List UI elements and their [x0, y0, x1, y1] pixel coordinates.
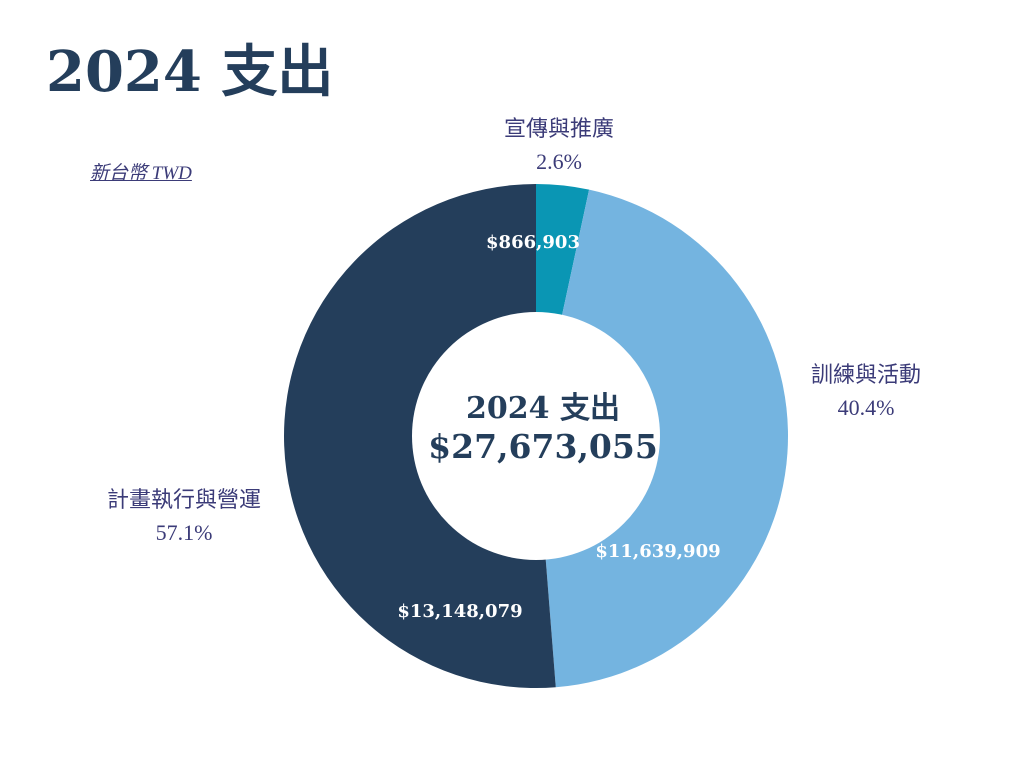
slice-percent-label-3: 57.1% [156, 520, 213, 545]
page-title: 2024 支出 [46, 39, 334, 105]
slice-category-label-1: 宣傳與推廣 [504, 117, 614, 142]
labels-layer: $866,903 宣傳與推廣 2.6% $11,639,909 訓練與活動 40.4% $1… [107, 117, 921, 622]
slice-category-label-3: 計畫執行與營運 [107, 488, 261, 513]
slice-value-label-3: $13,148,079 [397, 601, 522, 622]
slice-value-label-1: $866,903 [486, 232, 580, 253]
slice-percent-label-2: 40.4% [838, 395, 895, 420]
donut-hole [412, 312, 660, 560]
slice-category-label-2: 訓練與活動 [811, 363, 921, 388]
slice-value-label-2: $11,639,909 [595, 541, 720, 562]
donut-slice-2 [536, 189, 789, 688]
slice-percent-label-1: 2.6% [536, 149, 582, 174]
center-total: $27,673,055 [428, 427, 658, 466]
currency-note: 新台幣 TWD [90, 163, 192, 184]
center-title: 2024 支出 [466, 391, 620, 426]
